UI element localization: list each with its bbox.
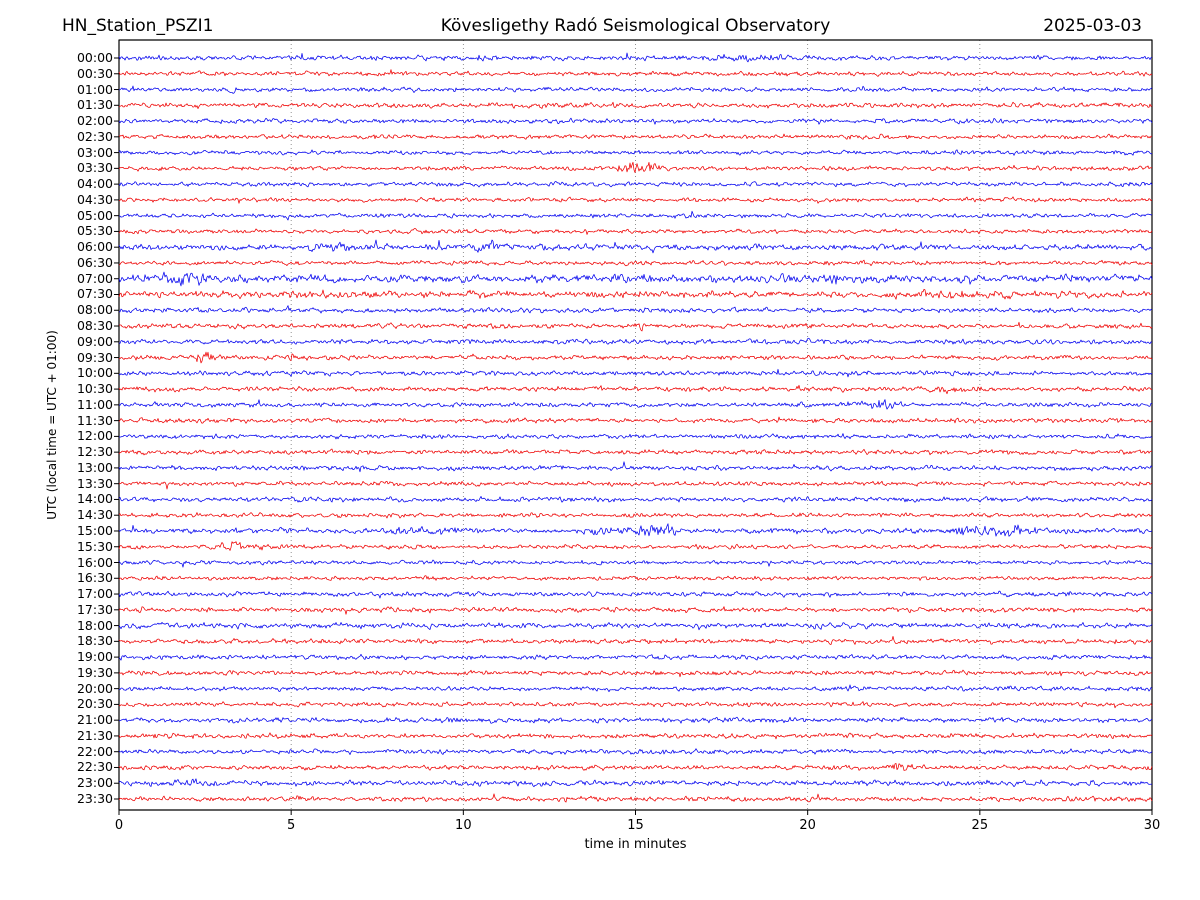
time-row-label: 11:00 [76, 396, 113, 412]
time-row-label: 08:30 [76, 318, 113, 334]
x-tick-label: 15 [627, 818, 644, 833]
x-axis-label: time in minutes [584, 837, 687, 852]
time-row-label: 20:00 [76, 680, 113, 696]
time-row-label: 09:30 [76, 349, 113, 365]
time-row-label: 03:00 [76, 144, 113, 160]
time-row-label: 06:30 [76, 254, 113, 270]
x-tick-label: 0 [114, 818, 124, 833]
time-row-label: 14:00 [76, 491, 113, 507]
time-row-label: 05:30 [76, 223, 113, 239]
time-row-label: 15:30 [76, 538, 113, 554]
time-row-label: 10:00 [76, 365, 113, 381]
time-row-labels: 00:00 00:30 01:00 01:30 02:00 02:30 03:00 03:30… [0, 0, 113, 900]
time-row-label: 14:30 [76, 507, 113, 523]
time-row-label: 18:30 [76, 633, 113, 649]
time-row-label: 23:30 [76, 791, 113, 806]
time-row-label: 10:30 [76, 381, 113, 397]
time-row-label: 11:30 [76, 412, 113, 428]
time-row-label: 17:30 [76, 601, 113, 617]
x-tick-label: 10 [455, 818, 472, 833]
time-row-label: 02:30 [76, 128, 113, 144]
time-row-label: 07:00 [76, 270, 113, 286]
y-axis-label: UTC (local time = UTC + 01:00) [45, 330, 59, 520]
time-row-label: 04:30 [76, 191, 113, 207]
time-row-label: 01:00 [76, 81, 113, 97]
time-row-label: 18:00 [76, 617, 113, 633]
time-row-label: 04:00 [76, 176, 113, 192]
time-row-label: 21:30 [76, 727, 113, 743]
time-row-label: 05:00 [76, 207, 113, 223]
x-tick-label: 5 [287, 818, 296, 833]
time-row-label: 19:30 [76, 664, 113, 680]
time-row-label: 08:00 [76, 302, 113, 318]
time-row-label: 16:30 [76, 570, 113, 586]
time-row-label: 00:30 [76, 65, 113, 81]
time-row-label: 20:30 [76, 696, 113, 712]
time-row-label: 00:00 [76, 50, 113, 65]
time-row-label: 17:00 [76, 586, 113, 602]
time-row-label: 22:30 [76, 759, 113, 775]
time-row-label: 13:30 [76, 475, 113, 491]
time-row-label: 02:00 [76, 113, 113, 129]
time-row-label: 06:00 [76, 239, 113, 255]
time-row-label: 19:00 [76, 649, 113, 665]
time-row-label: 16:00 [76, 554, 113, 570]
time-row-label: 15:00 [76, 522, 113, 538]
time-row-label: 23:00 [76, 775, 113, 791]
time-row-label: 03:30 [76, 160, 113, 176]
x-tick-label: 25 [971, 818, 989, 833]
x-tick-label: 20 [799, 818, 816, 833]
time-row-label: 01:30 [76, 97, 113, 113]
time-row-label: 13:00 [76, 459, 113, 475]
time-row-label: 21:00 [76, 712, 113, 728]
time-row-label: 12:30 [76, 444, 113, 460]
time-row-label: 12:00 [76, 428, 113, 444]
time-row-label: 22:00 [76, 743, 113, 759]
x-tick-label: 30 [1143, 818, 1161, 833]
time-row-label: 09:00 [76, 333, 113, 349]
time-row-label: 07:30 [76, 286, 113, 302]
